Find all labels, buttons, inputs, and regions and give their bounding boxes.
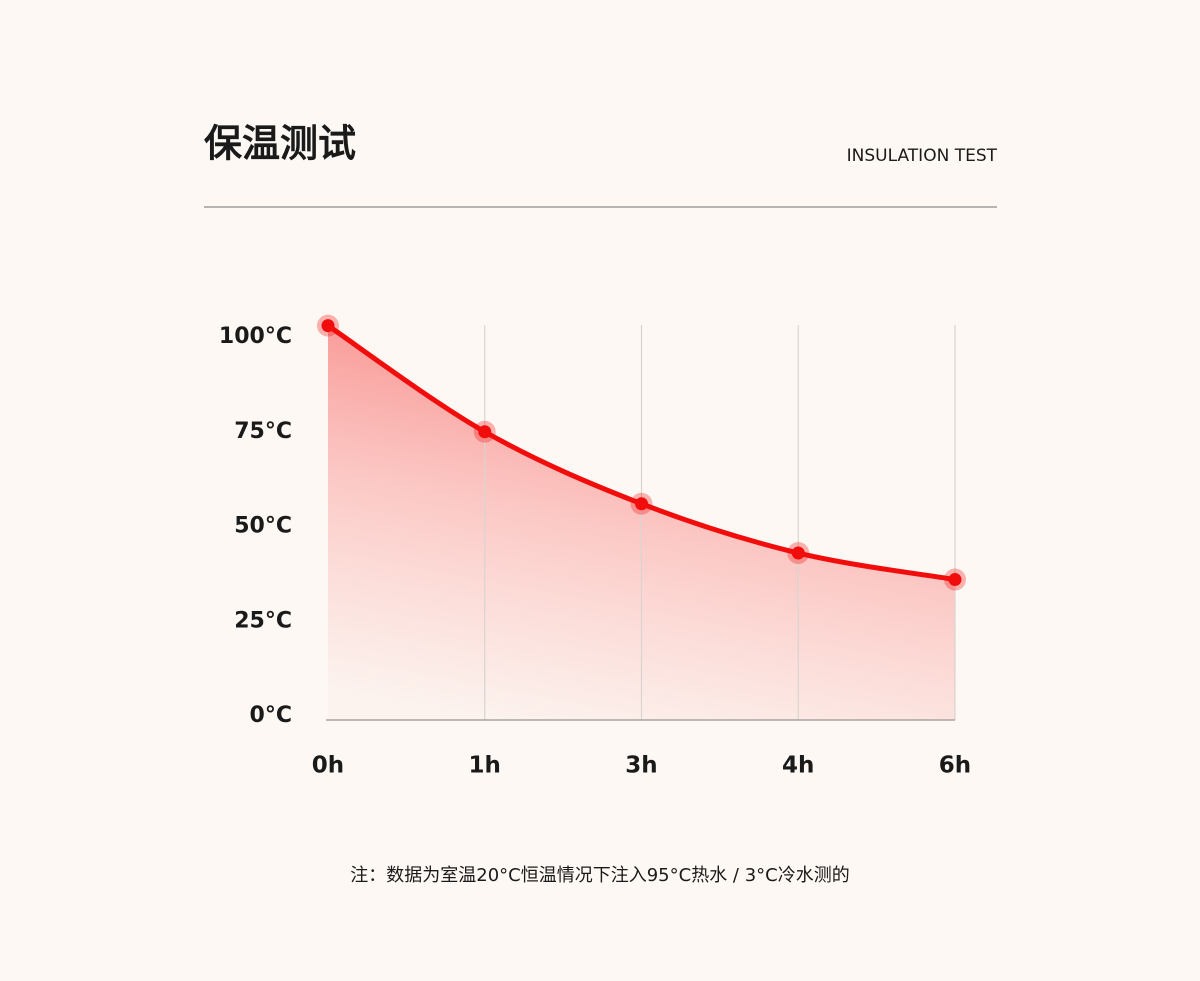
x-tick-label: 4h — [782, 753, 814, 779]
x-tick-label: 0h — [312, 753, 344, 779]
y-tick-label: 75°C — [234, 419, 292, 444]
point — [791, 546, 805, 560]
point — [635, 497, 648, 511]
y-tick-label: 0°C — [250, 703, 292, 728]
chart-title: 保温测试 — [204, 122, 356, 166]
x-tick-label: 3h — [625, 753, 657, 779]
x-tick-label: 1h — [469, 753, 501, 779]
point — [321, 319, 335, 333]
y-tick-label: 50°C — [234, 514, 292, 539]
point — [478, 425, 492, 439]
point — [948, 573, 962, 587]
note: 注：数据为室温20°C恒温情况下注入95°C热水 / 3°C冷水测的 — [350, 865, 849, 886]
y-tick-label: 25°C — [234, 608, 292, 633]
chart-subtitle: INSULATION TEST — [847, 146, 998, 166]
y-tick-label: 100°C — [219, 324, 292, 349]
x-tick-label: 6h — [939, 753, 971, 779]
